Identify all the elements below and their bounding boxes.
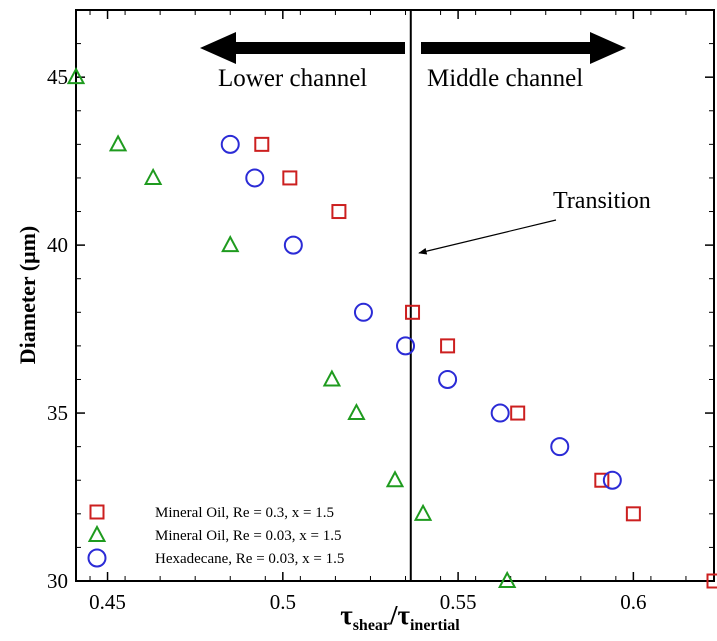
triangle-data-point	[347, 402, 366, 421]
x-tick-label: 0.55	[440, 590, 477, 614]
x-axis-title-sub2: inertial	[410, 617, 460, 634]
circle-data-point	[438, 369, 458, 389]
triangle-data-point	[413, 503, 433, 521]
transition-label: Transition	[553, 188, 651, 214]
triangle-data-point	[108, 134, 128, 152]
x-tick-label: 0.45	[89, 590, 126, 614]
square-data-point	[254, 136, 270, 152]
square-data-point	[331, 204, 347, 220]
triangle-data-point	[322, 369, 342, 387]
y-tick-label: 35	[47, 401, 68, 425]
triangle-data-point	[66, 67, 86, 85]
x-axis-title-sep: /τ	[389, 600, 411, 630]
square-data-point	[706, 573, 717, 589]
legend: Mineral Oil, Re = 0.3, x = 1.5 Mineral Oi…	[87, 504, 344, 568]
legend-entry-label: Hexadecane, Re = 0.03, x = 1.5	[155, 551, 344, 567]
legend-square-marker	[89, 504, 105, 520]
x-axis-ticks: 0.45 0.5 0.55 0.6	[89, 10, 687, 614]
legend-entry-label: Mineral Oil, Re = 0.03, x = 1.5	[155, 528, 341, 544]
x-tick-label: 0.5	[270, 590, 296, 614]
circle-data-point	[283, 235, 303, 255]
legend-circle-marker	[87, 548, 107, 568]
x-tick-label: 0.6	[620, 590, 646, 614]
circle-data-point	[396, 336, 416, 356]
circle-data-point	[353, 302, 373, 322]
triangle-data-point	[221, 234, 240, 253]
triangle-data-point	[385, 470, 405, 488]
square-data-point	[282, 170, 298, 186]
middle-channel-label: Middle channel	[427, 65, 583, 92]
circle-data-point	[602, 470, 622, 490]
square-data-point	[440, 338, 456, 354]
x-axis-title-sub1: shear	[353, 617, 390, 634]
transition-arrow	[418, 219, 557, 255]
square-data-point	[405, 304, 421, 320]
y-tick-label: 45	[47, 65, 68, 89]
x-axis-title: τshear/τinertial	[340, 600, 460, 634]
square-data-point	[625, 506, 641, 522]
circle-data-point	[245, 168, 265, 188]
legend-entry-label: Mineral Oil, Re = 0.3, x = 1.5	[155, 505, 334, 521]
data-points	[66, 67, 717, 589]
circle-data-point	[550, 437, 570, 457]
y-axis-title: Diameter (μm)	[15, 226, 40, 365]
x-axis-title-main: τ	[340, 600, 353, 630]
triangle-data-point	[143, 167, 163, 185]
lower-channel-label: Lower channel	[218, 65, 367, 92]
legend-triangle-marker	[87, 524, 107, 542]
y-tick-label: 30	[47, 569, 68, 593]
y-axis-ticks: 30 35 40 45	[47, 43, 714, 593]
y-tick-label: 40	[47, 233, 68, 257]
triangle-data-point	[498, 570, 517, 588]
middle-channel-arrow	[421, 32, 626, 64]
circle-data-point	[220, 134, 240, 154]
square-data-point	[594, 472, 610, 488]
circle-data-point	[490, 403, 510, 423]
square-data-point	[510, 405, 526, 421]
lower-channel-arrow	[200, 32, 405, 64]
plot-frame	[75, 9, 715, 582]
